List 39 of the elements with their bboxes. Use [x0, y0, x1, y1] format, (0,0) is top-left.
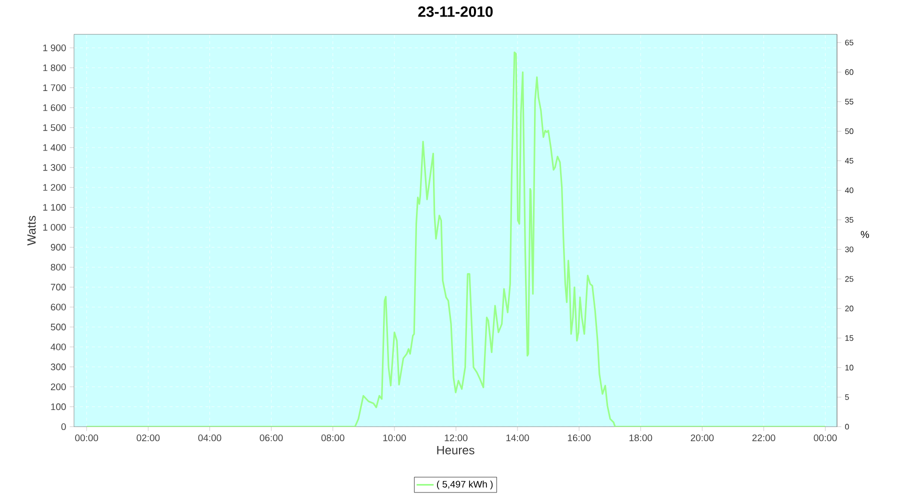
- x-tick-label: 00:00: [814, 434, 837, 442]
- y-tick-label: 100: [51, 403, 66, 410]
- x-tick-label: 14:00: [506, 434, 529, 442]
- y-tick-label: 900: [50, 244, 66, 251]
- line-series: [86, 51, 826, 427]
- x-tick-label: 02:00: [136, 434, 160, 442]
- y-tick-label: 1 300: [43, 164, 66, 171]
- y-tick-label: 1 200: [43, 184, 66, 191]
- x-tick-label: 18:00: [630, 434, 652, 442]
- y-tick-label: 1 500: [43, 124, 66, 131]
- y2-axis-title: %: [860, 230, 870, 238]
- y-tick-label: 1 000: [43, 224, 66, 231]
- x-tick-label: 22:00: [752, 434, 776, 442]
- y-tick-label: 800: [50, 264, 66, 271]
- x-tick-label: 10:00: [383, 434, 406, 442]
- y-tick-label: 400: [50, 344, 66, 350]
- x-tick-label: 20:00: [690, 434, 714, 442]
- y-tick-label: 1 100: [43, 204, 66, 211]
- y-tick-label: 1 400: [43, 144, 66, 151]
- chart-title: 23-11-2010: [418, 6, 493, 17]
- x-tick-label: 08:00: [321, 434, 344, 442]
- x-tick-label: 04:00: [198, 434, 222, 442]
- y-tick-label: 1 700: [43, 84, 66, 92]
- x-axis-title: Heures: [437, 446, 474, 454]
- y-tick-label: 300: [50, 364, 66, 370]
- y-tick-label: 500: [50, 324, 66, 330]
- legend-label: ( 5,497 kWh ): [437, 480, 493, 490]
- x-tick-label: 12:00: [444, 434, 468, 442]
- y-tick-label: 700: [50, 284, 66, 290]
- x-tick-label: 00:00: [75, 434, 98, 442]
- y-tick-label: 1 600: [43, 104, 66, 112]
- y-tick-label: 200: [50, 383, 66, 390]
- y-tick-label: 1 800: [43, 64, 66, 72]
- y-tick-label: 600: [50, 304, 66, 310]
- x-tick-label: 06:00: [260, 434, 283, 442]
- y-tick-label: 1 900: [43, 44, 66, 52]
- y-tick-label: 0: [61, 423, 66, 430]
- y-axis-title: Watts: [27, 216, 36, 246]
- x-tick-label: 16:00: [568, 434, 591, 442]
